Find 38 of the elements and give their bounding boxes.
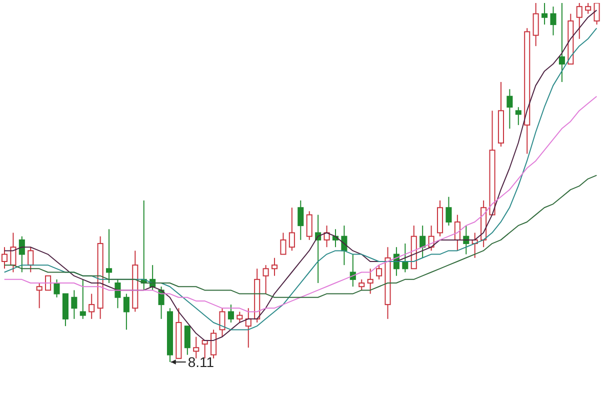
candlestick [420,225,426,258]
candlestick [558,3,565,82]
candlestick [542,3,548,26]
candlestick [236,311,243,324]
candlestick [306,210,312,240]
candlestick [506,88,513,130]
candlestick [358,278,365,291]
candlestick [54,278,60,298]
candlestick [532,3,539,47]
candlestick [210,329,217,359]
candlestick [80,278,86,320]
candlestick [10,232,16,273]
candlestick [193,336,200,359]
candlestick [515,106,522,126]
candlestick [576,3,582,40]
candlestick [71,290,78,320]
candlestick [36,282,42,309]
candlestick [585,3,592,14]
candlestick [446,196,452,226]
candlestick [219,308,226,338]
candlestick [262,264,269,294]
candlestick [280,232,286,255]
candlestick [88,293,95,320]
candlestick [550,6,556,36]
candlestick [228,304,234,324]
candlestick [367,268,374,294]
candlestick [271,257,278,276]
annotation: 8.11 [188,354,214,370]
candlestick [298,200,304,240]
candlestick [28,246,34,273]
candlestick [288,207,295,252]
candlestick [376,264,382,280]
candlestick [106,228,112,284]
candlestick [45,275,52,291]
candlestick [18,236,25,273]
candlestick [114,278,121,309]
candlestick [184,326,190,356]
candlestick [123,293,130,330]
